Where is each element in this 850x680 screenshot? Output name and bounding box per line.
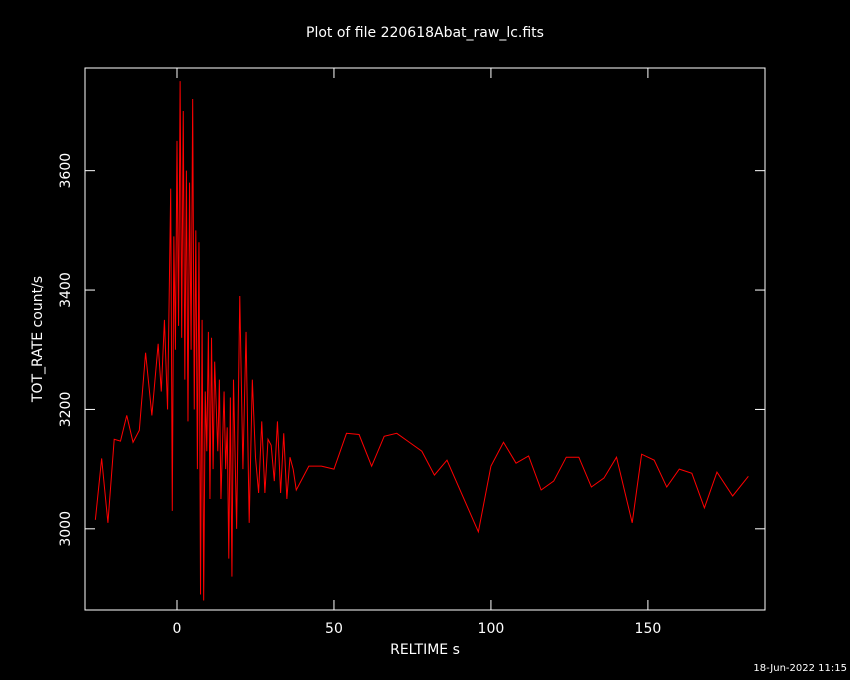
y-tick-label: 3200: [58, 392, 74, 428]
chart-title: Plot of file 220618Abat_raw_lc.fits: [306, 25, 544, 41]
x-tick-label: 100: [478, 621, 505, 637]
x-tick-label: 0: [173, 621, 182, 637]
plot-frame: [84, 67, 766, 611]
y-tick-label: 3600: [58, 153, 74, 189]
x-axis-label: RELTIME s: [390, 642, 460, 658]
footer-timestamp: 18-Jun-2022 11:15: [753, 663, 847, 674]
y-axis-label: TOT_RATE count/s: [30, 276, 46, 403]
x-tick-label: 150: [635, 621, 662, 637]
y-tick-label: 3400: [58, 272, 74, 308]
x-tick-label: 50: [325, 621, 343, 637]
data-line: [94, 81, 749, 601]
y-tick-label: 3000: [58, 511, 74, 547]
